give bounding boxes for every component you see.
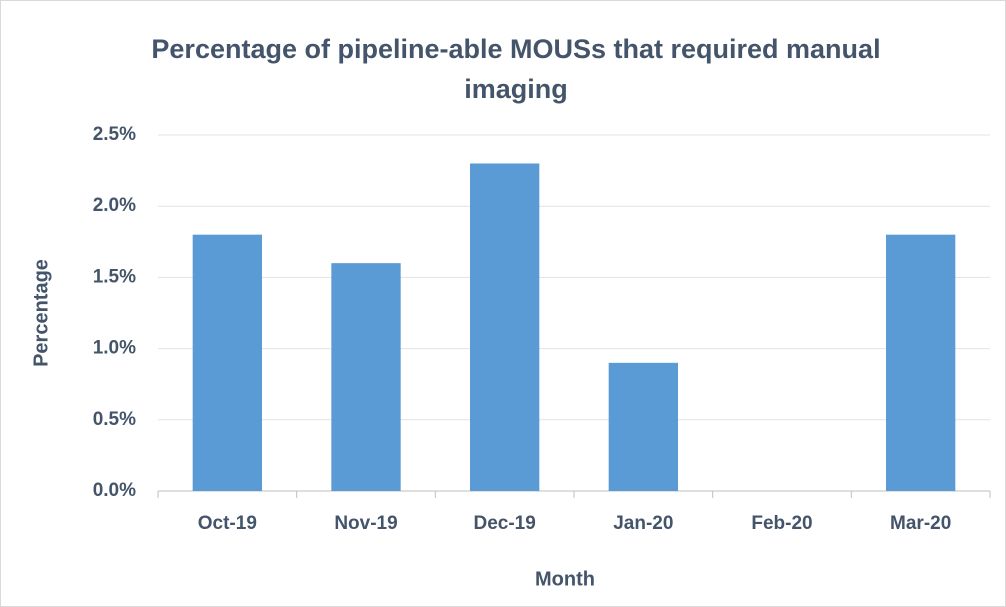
y-tick-label: 1.0% <box>93 338 136 359</box>
y-tick-label: 2.0% <box>93 195 136 216</box>
y-axis-label: Percentage <box>30 259 52 367</box>
x-tick-label: Feb-20 <box>751 513 812 534</box>
y-tick-label: 0.5% <box>93 409 136 430</box>
x-tick-label: Mar-20 <box>890 513 951 534</box>
x-tick-label: Jan-20 <box>613 513 673 534</box>
bar <box>192 234 262 491</box>
x-tick-label: Nov-19 <box>334 513 397 534</box>
bar <box>470 163 540 492</box>
chart-title: Percentage of pipeline-able MOUSs that r… <box>151 34 881 104</box>
y-tick-label: 0.0% <box>93 480 136 501</box>
x-tick-label: Oct-19 <box>198 513 257 534</box>
bar <box>608 362 678 491</box>
bar <box>886 234 956 491</box>
x-tick-label: Dec-19 <box>474 513 536 534</box>
bar <box>331 263 401 491</box>
y-tick-label: 1.5% <box>93 266 136 287</box>
y-tick-label: 2.5% <box>93 124 136 145</box>
x-axis-label: Month <box>535 568 595 590</box>
